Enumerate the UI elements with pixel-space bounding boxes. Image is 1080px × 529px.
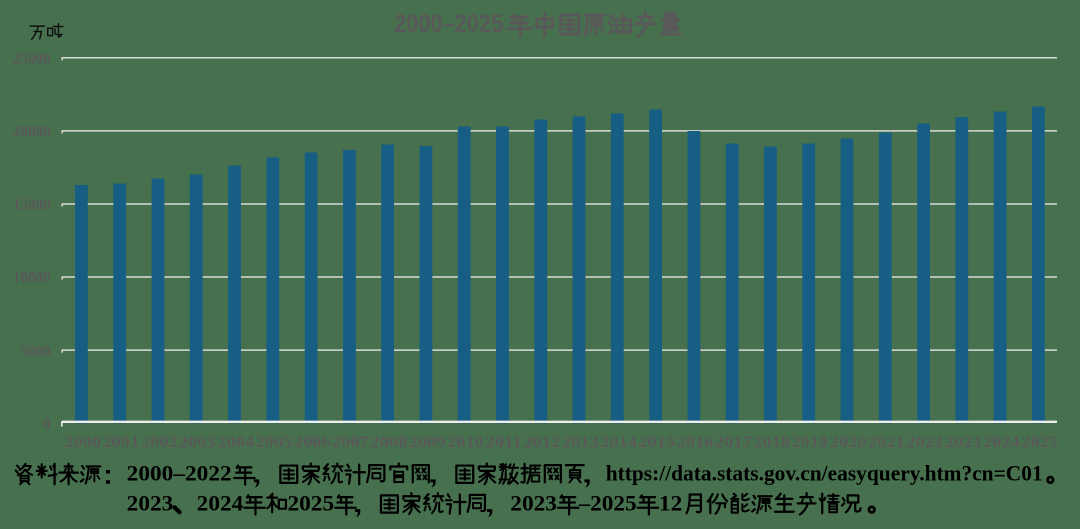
svg-text:2002: 2002 <box>141 434 178 451</box>
svg-text:2023: 2023 <box>127 490 174 515</box>
svg-text:2025: 2025 <box>590 490 637 515</box>
svg-text:12: 12 <box>659 490 682 515</box>
svg-text:2000–2025: 2000–2025 <box>394 10 503 38</box>
svg-text:2015: 2015 <box>639 434 676 451</box>
svg-text:20000: 20000 <box>13 124 51 141</box>
svg-text:2010: 2010 <box>447 434 484 451</box>
svg-text:2014: 2014 <box>600 434 637 451</box>
svg-text:2001: 2001 <box>103 434 140 451</box>
svg-text:2021: 2021 <box>868 434 905 451</box>
svg-text:2022: 2022 <box>906 434 943 451</box>
svg-text:2020: 2020 <box>830 434 867 451</box>
svg-text:10000: 10000 <box>13 270 51 287</box>
svg-text:2003: 2003 <box>179 434 216 451</box>
svg-text:2023: 2023 <box>510 490 557 515</box>
svg-text:2005: 2005 <box>256 434 293 451</box>
svg-text:2025: 2025 <box>288 490 335 515</box>
svg-text:5000: 5000 <box>21 343 51 360</box>
svg-text:2018: 2018 <box>753 434 790 451</box>
svg-text:2007: 2007 <box>332 434 369 451</box>
svg-text:2004: 2004 <box>217 434 254 451</box>
svg-text:2024: 2024 <box>983 434 1020 451</box>
svg-text:2011: 2011 <box>485 434 522 451</box>
svg-text:2016: 2016 <box>677 434 714 451</box>
svg-text:2013: 2013 <box>562 434 599 451</box>
svg-text:2000–2022: 2000–2022 <box>127 461 232 486</box>
svg-text:2023: 2023 <box>945 434 982 451</box>
svg-text:2009: 2009 <box>409 434 446 451</box>
svg-text:2012: 2012 <box>524 434 561 451</box>
svg-text:2024: 2024 <box>197 490 244 515</box>
svg-text:2025: 2025 <box>1021 434 1058 451</box>
svg-text:0: 0 <box>43 416 51 433</box>
svg-text:2019: 2019 <box>792 434 829 451</box>
svg-text:15000: 15000 <box>13 197 51 214</box>
svg-text:2000: 2000 <box>64 434 101 451</box>
svg-text:2008: 2008 <box>371 434 408 451</box>
svg-text:2017: 2017 <box>715 434 752 451</box>
svg-text:–: – <box>578 490 591 515</box>
svg-text:2006: 2006 <box>294 434 331 451</box>
svg-text:25000: 25000 <box>13 51 51 68</box>
svg-text:https://data.stats.gov.cn/easy: https://data.stats.gov.cn/easyquery.htm?… <box>606 461 1043 486</box>
